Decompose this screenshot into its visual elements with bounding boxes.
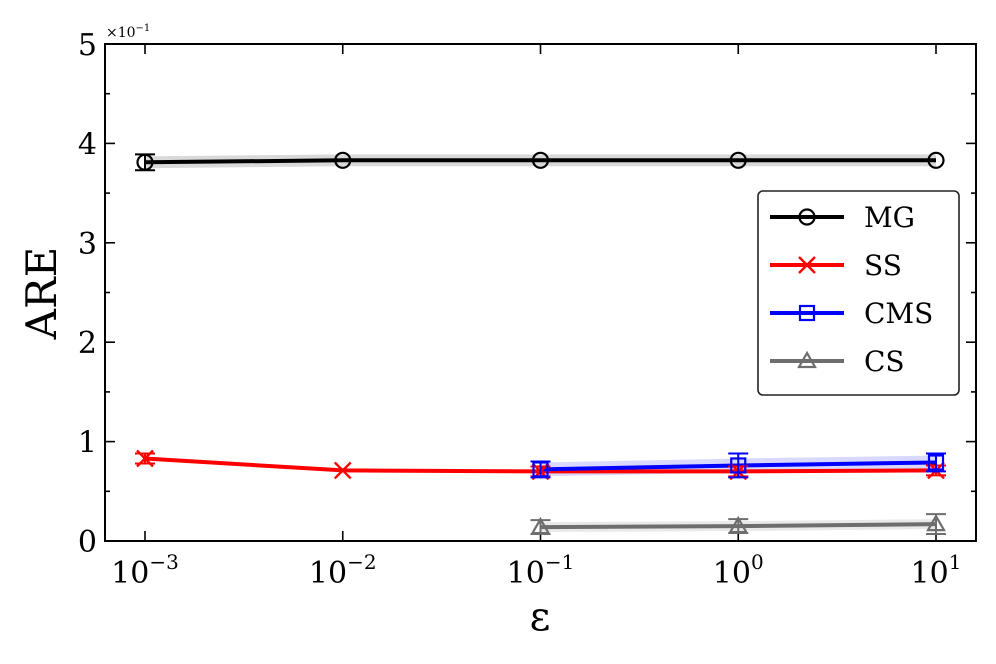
y-tick-label: 5 (78, 28, 97, 63)
series-line (144, 158, 936, 165)
x-tick-label: 10−3 (111, 550, 179, 591)
legend-entry: CS (770, 345, 905, 378)
legend-entry: MG (770, 201, 915, 234)
triangle-marker (926, 513, 946, 532)
circle-marker (729, 151, 747, 169)
y-tick-label: 4 (78, 127, 97, 162)
square-marker (927, 454, 945, 471)
triangle-marker (728, 515, 749, 534)
tick-labels: 0 1 2 3 4 5 10−3 10−2 10−1 100 101 (78, 28, 962, 591)
x-axis-title: ε (530, 594, 551, 640)
circle-marker (136, 153, 154, 171)
legend-label: CS (864, 345, 905, 378)
legend-box (757, 190, 960, 396)
x-marker (136, 449, 154, 468)
y-tick-label: 0 (78, 525, 97, 560)
legend-label: CMS (864, 297, 933, 330)
y-tick-label: 2 (78, 326, 97, 361)
x-tick-label: 10−2 (309, 550, 377, 591)
square-marker (532, 461, 549, 478)
y-tick-label: 3 (78, 227, 97, 262)
series-markers (135, 151, 946, 536)
x-marker (798, 256, 816, 274)
x-marker (333, 461, 352, 480)
y-offset-label: ×10−1 (106, 23, 150, 41)
triangle-marker (530, 516, 551, 535)
x-tick-label: 10−1 (507, 550, 575, 591)
circle-marker (798, 208, 816, 226)
x-tick-label: 101 (911, 550, 962, 591)
circle-marker (334, 151, 352, 169)
square-marker (730, 457, 747, 474)
circle-marker (531, 151, 550, 169)
x-tick-label: 100 (713, 550, 764, 591)
square-marker (798, 304, 816, 322)
triangle-marker (797, 350, 817, 369)
plot-frame (104, 43, 977, 542)
legend-label: MG (864, 201, 915, 234)
y-tick-label: 1 (78, 426, 97, 461)
y-axis-title: ARE (17, 247, 66, 341)
legend-entry: SS (770, 249, 902, 282)
circle-marker (927, 151, 945, 169)
legend: MG SS CMS CS (757, 190, 960, 396)
legend-entry: CMS (770, 297, 933, 330)
legend-label: SS (864, 249, 902, 282)
